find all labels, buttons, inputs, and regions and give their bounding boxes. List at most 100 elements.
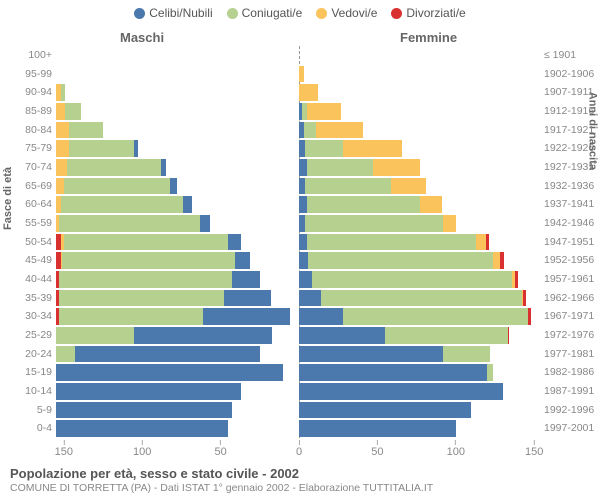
age-label: 80-84 — [12, 121, 52, 140]
age-row: 75-791922-1926 — [56, 139, 542, 158]
chart-subtitle: COMUNE DI TORRETTA (PA) - Dati ISTAT 1° … — [10, 482, 590, 494]
bar-segment — [299, 402, 471, 419]
birth-year-label: 1947-1951 — [544, 233, 596, 252]
tick-mark — [63, 440, 64, 445]
male-bar — [56, 234, 299, 251]
birth-year-label: 1912-1916 — [544, 102, 596, 121]
bar-segment — [515, 271, 518, 288]
age-row: 65-691932-1936 — [56, 177, 542, 196]
bar-segment — [307, 196, 420, 213]
age-label: 75-79 — [12, 139, 52, 158]
birth-year-label: 1982-1986 — [544, 363, 596, 382]
bar-segment — [343, 140, 403, 157]
bar-segment — [56, 383, 241, 400]
male-bar — [56, 271, 299, 288]
bar-segment — [299, 159, 307, 176]
female-bar — [299, 215, 542, 232]
age-label: 45-49 — [12, 251, 52, 270]
birth-year-label: 1992-1996 — [544, 401, 596, 420]
bar-segment — [200, 215, 209, 232]
bar-segment — [56, 103, 65, 120]
bar-segment — [75, 346, 260, 363]
bar-segment — [62, 252, 234, 269]
bar-segment — [391, 178, 425, 195]
bar-segment — [299, 308, 343, 325]
bar-segment — [500, 252, 505, 269]
male-bar — [56, 327, 299, 344]
tick-label: 100 — [447, 446, 465, 458]
bar-segment — [69, 140, 135, 157]
female-bar — [299, 308, 542, 325]
bar-segment — [305, 140, 343, 157]
legend-item: Celibi/Nubili — [134, 6, 212, 20]
tick-mark — [142, 440, 143, 445]
age-row: 35-391962-1966 — [56, 289, 542, 308]
age-label: 30-34 — [12, 307, 52, 326]
male-bar — [56, 178, 299, 195]
tick-mark — [534, 440, 535, 445]
female-bar — [299, 140, 542, 157]
age-label: 100+ — [12, 46, 52, 65]
bar-segment — [59, 271, 231, 288]
age-label: 50-54 — [12, 233, 52, 252]
male-bar — [56, 47, 299, 64]
bar-segment — [307, 159, 373, 176]
bar-segment — [307, 234, 476, 251]
bar-segment — [224, 290, 271, 307]
age-label: 35-39 — [12, 289, 52, 308]
tick-label: 150 — [525, 446, 543, 458]
male-bar — [56, 103, 299, 120]
legend-item: Vedovi/e — [316, 6, 377, 20]
bar-segment — [443, 215, 456, 232]
x-tick: 50 — [214, 440, 226, 458]
birth-year-label: 1967-1971 — [544, 307, 596, 326]
x-tick: 100 — [133, 440, 151, 458]
bar-segment — [476, 234, 485, 251]
x-tick: 0 — [296, 440, 302, 458]
legend-label: Divorziati/e — [406, 6, 465, 20]
bar-segment — [64, 234, 229, 251]
bar-segment — [307, 103, 341, 120]
age-label: 90-94 — [12, 83, 52, 102]
female-bar — [299, 290, 542, 307]
female-bar — [299, 364, 542, 381]
bar-segment — [299, 364, 487, 381]
birth-year-label: 1902-1906 — [544, 65, 596, 84]
x-axis: 15010050050100150 — [56, 440, 542, 458]
age-label: 5-9 — [12, 401, 52, 420]
tick-label: 50 — [371, 446, 383, 458]
age-row: 40-441957-1961 — [56, 270, 542, 289]
birth-year-label: 1927-1931 — [544, 158, 596, 177]
male-bar — [56, 84, 299, 101]
age-label: 10-14 — [12, 382, 52, 401]
bar-segment — [64, 178, 171, 195]
bar-segment — [312, 271, 513, 288]
bar-segment — [508, 327, 510, 344]
male-bar — [56, 215, 299, 232]
age-row: 30-341967-1971 — [56, 307, 542, 326]
female-bar — [299, 122, 542, 139]
age-row: 10-141987-1991 — [56, 382, 542, 401]
tick-label: 0 — [296, 446, 302, 458]
bar-segment — [305, 178, 391, 195]
female-bar — [299, 159, 542, 176]
x-tick: 150 — [525, 440, 543, 458]
male-bar — [56, 346, 299, 363]
age-row: 45-491952-1956 — [56, 251, 542, 270]
age-row: 25-291972-1976 — [56, 326, 542, 345]
male-bar — [56, 364, 299, 381]
bar-segment — [385, 327, 507, 344]
male-bar — [56, 383, 299, 400]
bar-segment — [203, 308, 289, 325]
birth-year-label: 1937-1941 — [544, 195, 596, 214]
legend-swatch — [227, 8, 238, 19]
bar-segment — [235, 252, 251, 269]
age-row: 60-641937-1941 — [56, 195, 542, 214]
age-row: 20-241977-1981 — [56, 345, 542, 364]
males-title: Maschi — [120, 30, 164, 45]
bar-segment — [299, 383, 503, 400]
male-bar — [56, 122, 299, 139]
bar-segment — [61, 84, 66, 101]
tick-mark — [455, 440, 456, 445]
bar-segment — [161, 159, 166, 176]
